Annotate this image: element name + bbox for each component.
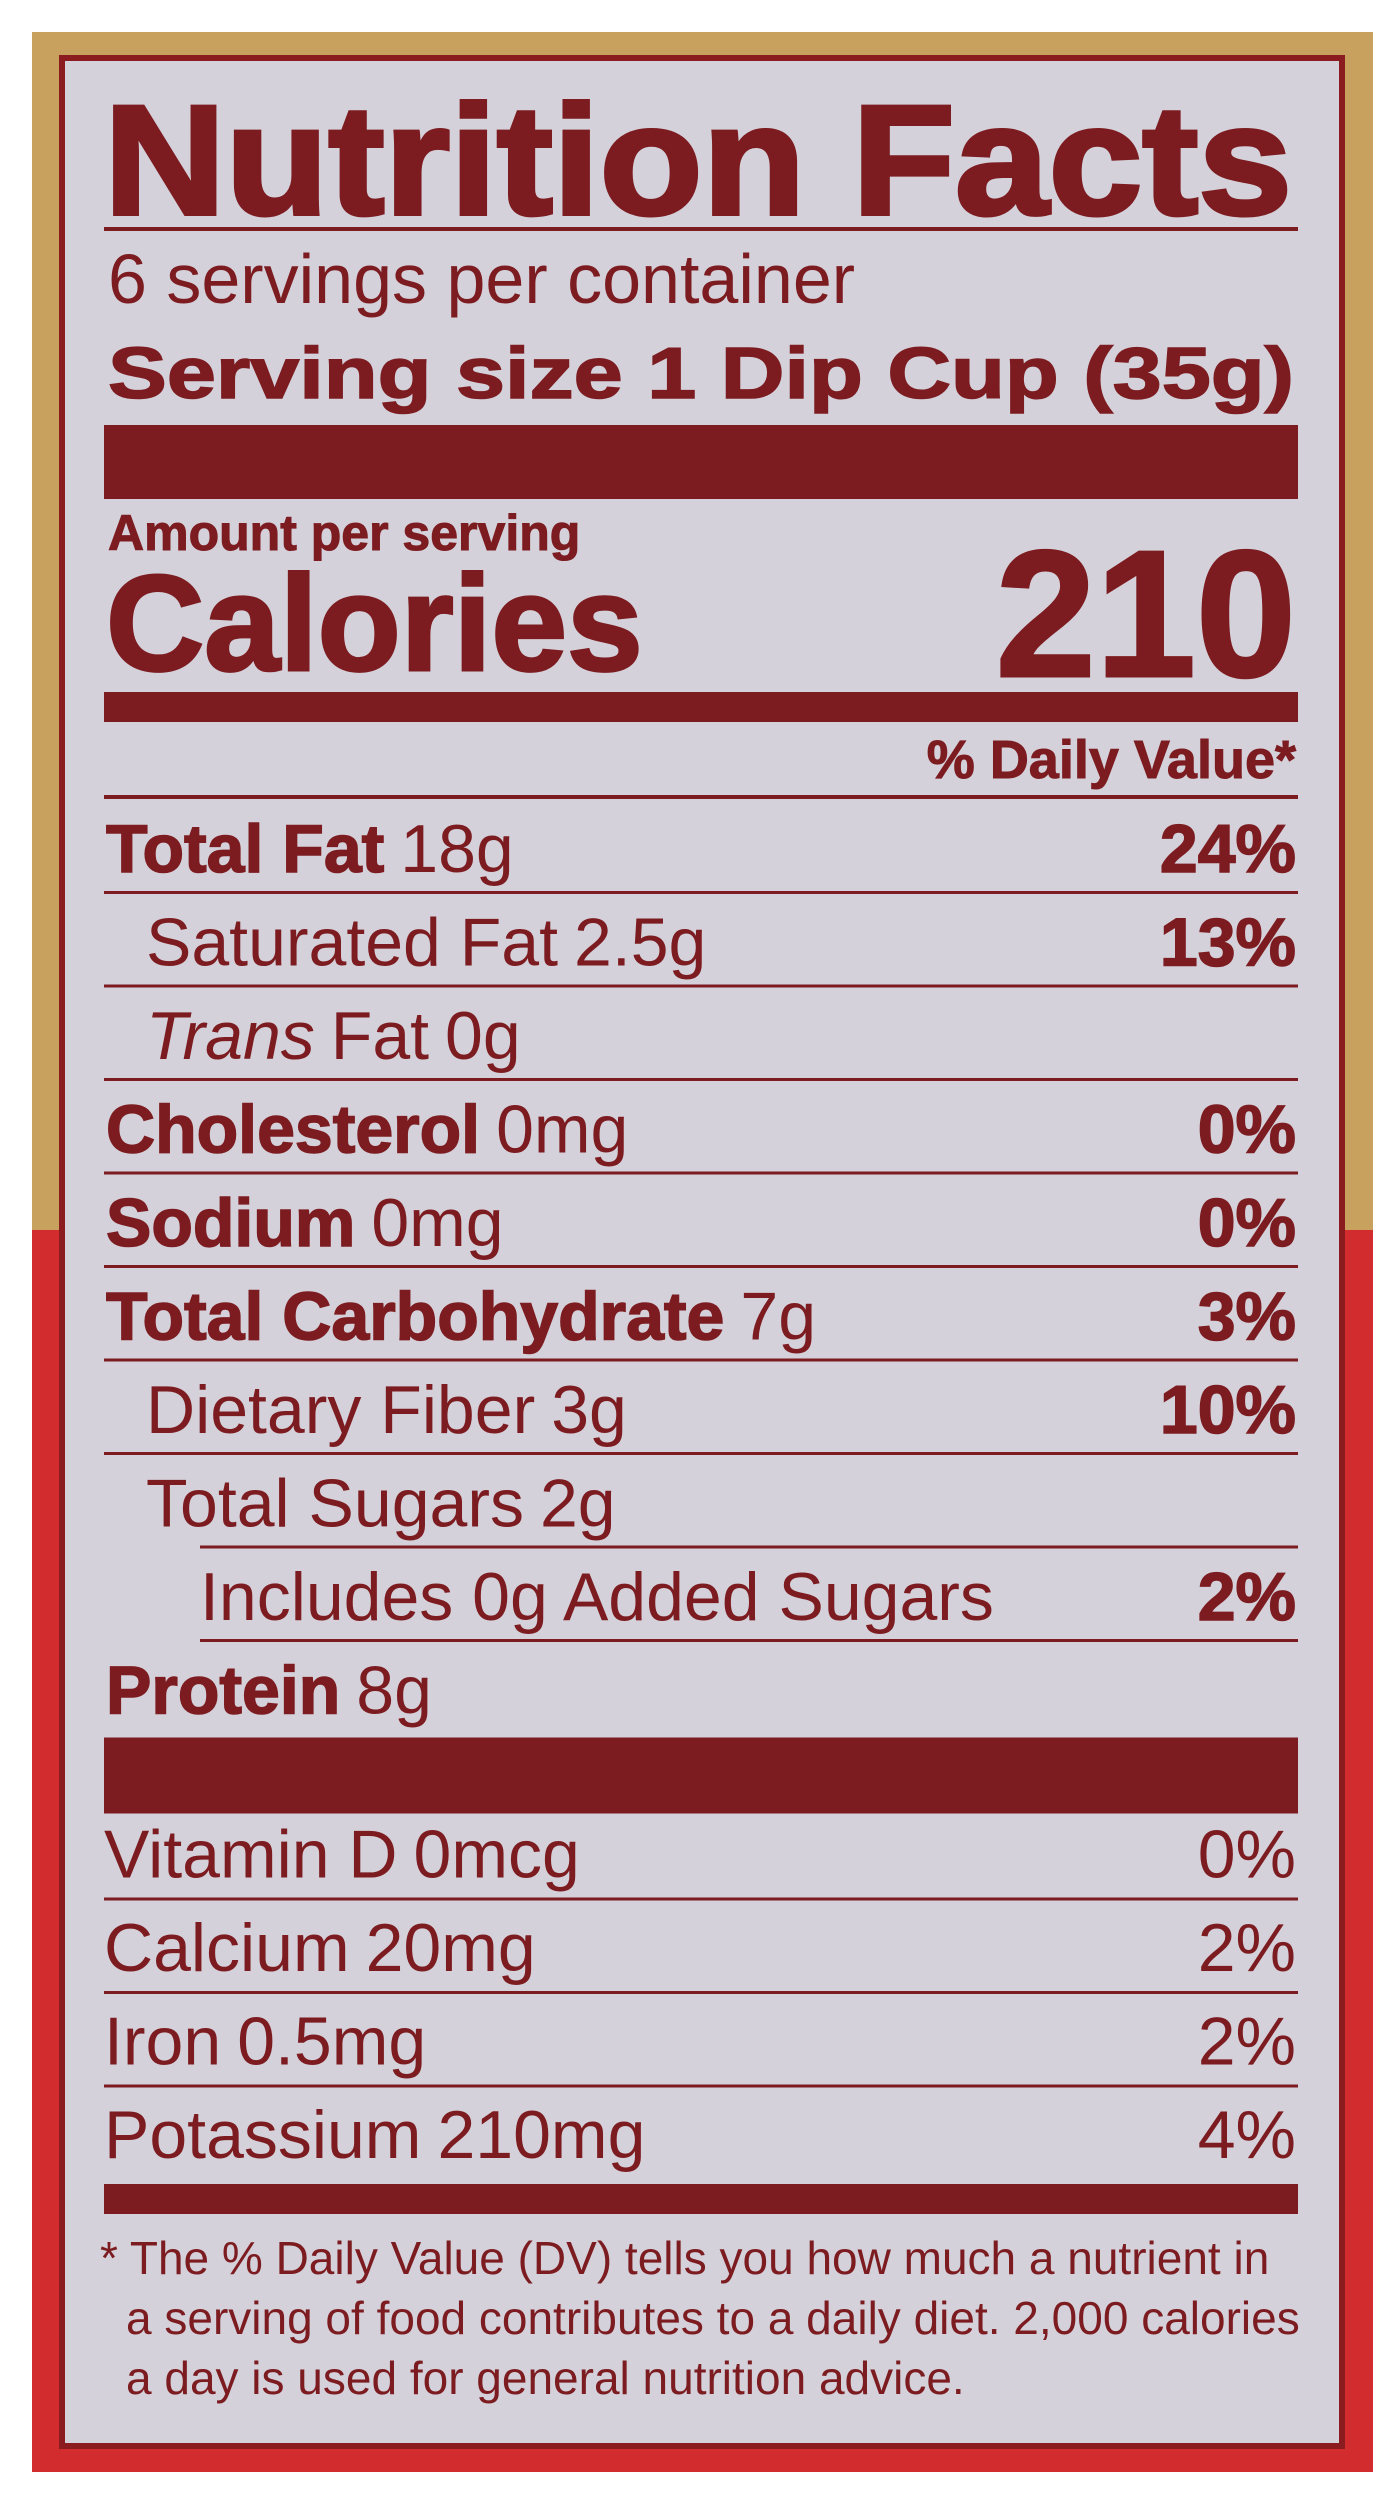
nutrient-amount: 7g (740, 1279, 816, 1355)
nutrient-dv: 0% (1198, 1092, 1296, 1168)
rule (104, 1358, 1298, 1362)
nutrient-row: Trans Fat 0g (146, 998, 521, 1074)
nutrient-name: Fat (331, 998, 429, 1074)
vitamin-row: Potassium 210mg (104, 2097, 645, 2173)
rule (104, 1078, 1298, 1081)
nutrient-row: Dietary Fiber 3g (146, 1372, 627, 1448)
rule (200, 1545, 1298, 1549)
nutrient-name: Dietary Fiber (146, 1372, 535, 1448)
nutrient-row: Protein 8g (106, 1653, 432, 1729)
nutrient-amount: 2.5g (574, 905, 706, 981)
rule (104, 2084, 1298, 2088)
nutrient-amount: 8g (356, 1653, 432, 1729)
nutrient-row: Total Sugars 2g (146, 1466, 616, 1542)
calories-label: Calories (106, 547, 643, 699)
footnote-line: a serving of food contributes to a daily… (126, 2292, 1300, 2344)
nutrient-dv: 24% (1160, 811, 1296, 887)
vitamin-dv: 4% (1198, 2097, 1296, 2173)
nutrient-amount: 2g (540, 1466, 616, 1542)
nutrient-amount: 18g (400, 811, 513, 887)
vitamin-name: Potassium (104, 2097, 421, 2173)
vitamin-name: Iron (104, 2004, 221, 2080)
footnote-line: * The % Daily Value (DV) tells you how m… (100, 2232, 1269, 2284)
nutrient-name: Total Carbohydrate (106, 1279, 724, 1355)
nutrient-amount: 0mg (496, 1092, 628, 1168)
rule (104, 1452, 1298, 1455)
footnote-line: a day is used for general nutrition advi… (126, 2352, 965, 2404)
vitamin-amount: 210mg (437, 2097, 645, 2173)
nutrient-row: Sodium 0mg (106, 1185, 504, 1261)
vitamin-amount: 0.5mg (237, 2004, 426, 2080)
nutrient-row: Includes 0g Added Sugars (200, 1559, 994, 1635)
vitamin-dv: 0% (1198, 1817, 1296, 1893)
nutrient-dv: 13% (1160, 905, 1296, 981)
nutrient-amount: 0g (445, 998, 521, 1074)
vitamin-amount: 20mg (366, 1910, 536, 1986)
vitamin-row: Calcium 20mg (104, 1910, 536, 1986)
nutrient-name: Includes 0g Added Sugars (200, 1559, 994, 1635)
nutrient-amount: 0mg (371, 1185, 503, 1261)
nutrient-dv: 3% (1198, 1279, 1296, 1355)
medium-bar (104, 692, 1298, 722)
nutrient-dv: 10% (1160, 1372, 1296, 1448)
vitamin-row: Iron 0.5mg (104, 2004, 426, 2080)
nutrient-prefix: Trans (146, 998, 315, 1074)
calories-value: 210 (996, 514, 1296, 715)
nutrient-name: Protein (106, 1653, 340, 1729)
vitamin-dv: 2% (1198, 1910, 1296, 1986)
vitamin-dv: 2% (1198, 2004, 1296, 2080)
rule (104, 227, 1298, 231)
nutrient-row: Total Fat 18g (106, 811, 514, 887)
serving-size: Serving size 1 Dip Cup (35g) (108, 334, 1294, 414)
rule (104, 984, 1298, 988)
vitamin-name: Vitamin D (104, 1817, 398, 1893)
rule (104, 891, 1298, 894)
title: Nutrition Facts (104, 74, 1292, 248)
rule (104, 795, 1298, 799)
rule (104, 1991, 1298, 1994)
nutrient-row: Total Carbohydrate 7g (106, 1279, 816, 1355)
nutrient-row: Cholesterol 0mg (106, 1092, 628, 1168)
medium-bar (104, 2184, 1298, 2214)
nutrient-name: Saturated Fat (146, 905, 558, 981)
rule (104, 1897, 1298, 1901)
nutrient-name: Total Fat (106, 811, 384, 887)
nutrient-dv: 0% (1198, 1185, 1296, 1261)
amount-per-serving: Amount per serving (108, 505, 580, 561)
daily-value-header: % Daily Value* (927, 730, 1296, 790)
rule (104, 1171, 1298, 1175)
nutrient-amount: 3g (551, 1372, 627, 1448)
vitamin-row: Vitamin D 0mcg (104, 1817, 580, 1893)
vitamin-amount: 0mcg (414, 1817, 580, 1893)
thick-bar (104, 425, 1298, 499)
rule (200, 1639, 1298, 1642)
vitamin-name: Calcium (104, 1910, 350, 1986)
nutrient-name: Total Sugars (146, 1466, 524, 1542)
servings: 6 servings per container (108, 240, 855, 318)
nutrient-dv: 2% (1198, 1559, 1296, 1635)
nutrient-name: Cholesterol (106, 1092, 480, 1168)
thick-bar (104, 1737, 1298, 1814)
nutrient-name: Sodium (106, 1185, 355, 1261)
rule (104, 1265, 1298, 1268)
nutrient-row: Saturated Fat 2.5g (146, 905, 706, 981)
